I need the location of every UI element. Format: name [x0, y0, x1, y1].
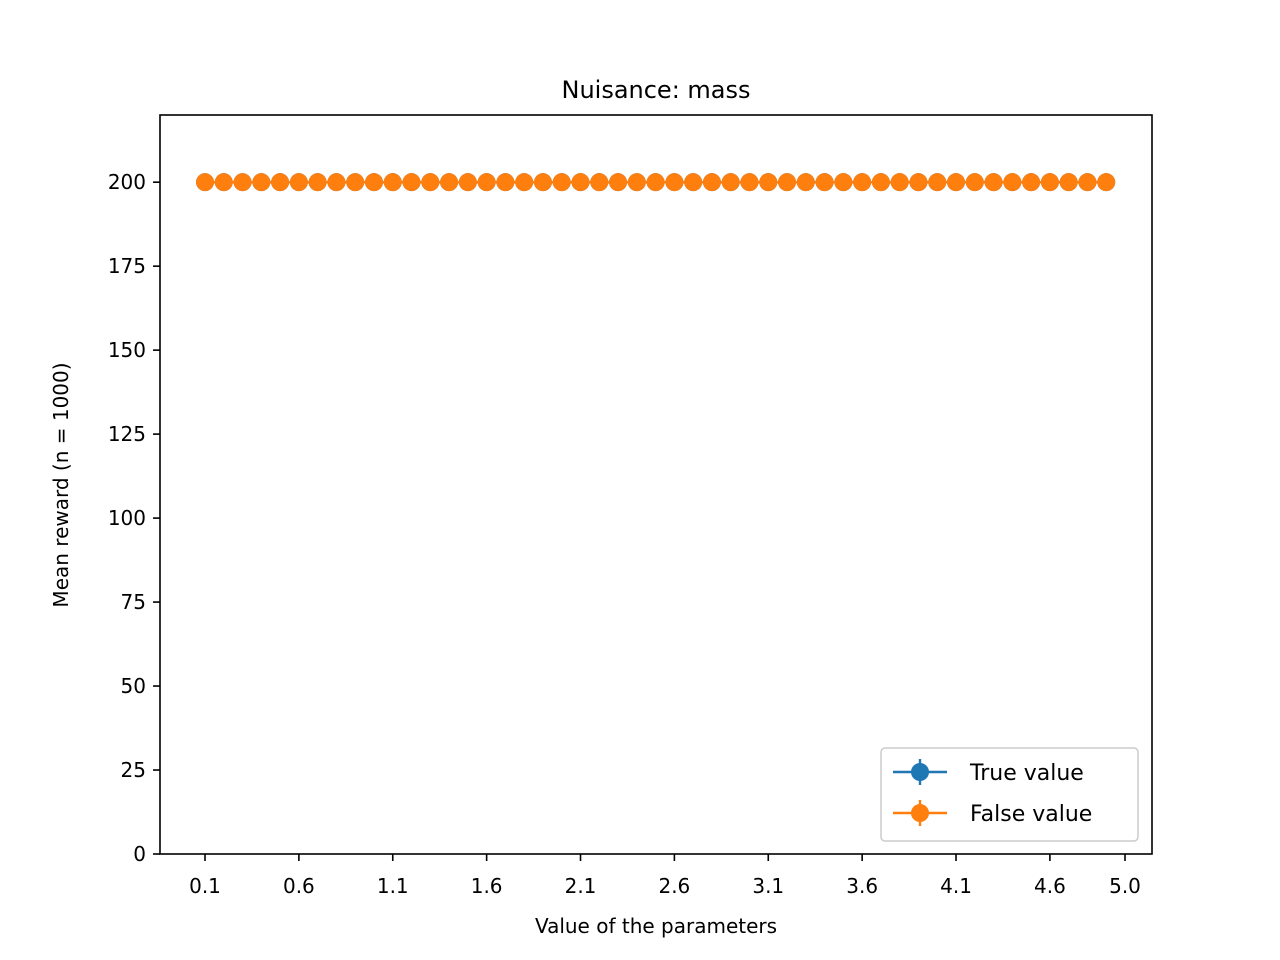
data-point — [759, 173, 778, 192]
data-point — [515, 173, 534, 192]
data-point — [496, 173, 515, 192]
series-false-value — [196, 173, 1116, 192]
y-tick-label: 75 — [121, 590, 146, 614]
data-point — [458, 173, 477, 192]
x-tick-label: 5.0 — [1109, 874, 1141, 898]
x-tick-label: 4.1 — [940, 874, 972, 898]
data-point — [796, 173, 815, 192]
data-point — [533, 173, 552, 192]
data-point — [1022, 173, 1041, 192]
data-point — [871, 173, 890, 192]
data-point — [740, 173, 759, 192]
data-point — [928, 173, 947, 192]
x-tick-label: 3.6 — [846, 874, 878, 898]
data-point — [214, 173, 233, 192]
legend-marker — [911, 804, 929, 822]
data-point — [721, 173, 740, 192]
x-tick-label: 1.1 — [377, 874, 409, 898]
data-point — [890, 173, 909, 192]
data-point — [364, 173, 383, 192]
data-point — [834, 173, 853, 192]
data-point — [1003, 173, 1022, 192]
data-point — [684, 173, 703, 192]
x-tick-label: 0.1 — [189, 874, 221, 898]
legend-item: False value — [893, 800, 1092, 827]
data-point — [1040, 173, 1059, 192]
data-point — [965, 173, 984, 192]
legend-label: False value — [970, 802, 1092, 827]
y-axis-ticks: 0 25 50 75 100 125 150 175 200 — [108, 170, 160, 866]
data-point — [289, 173, 308, 192]
data-point — [815, 173, 834, 192]
data-point — [421, 173, 440, 192]
data-point — [609, 173, 628, 192]
legend-label: True value — [969, 761, 1084, 786]
data-point — [402, 173, 421, 192]
x-axis-label: Value of the parameters — [535, 914, 777, 938]
x-tick-label: 1.6 — [471, 874, 503, 898]
data-point — [196, 173, 214, 192]
data-point — [571, 173, 590, 192]
legend-item: True value — [893, 759, 1084, 786]
x-tick-label: 0.6 — [283, 874, 315, 898]
y-tick-label: 25 — [121, 758, 146, 782]
data-point — [665, 173, 684, 192]
legend-marker — [911, 763, 929, 781]
x-tick-label: 4.6 — [1034, 874, 1066, 898]
chart-title: Nuisance: mass — [561, 76, 750, 104]
data-point — [646, 173, 665, 192]
data-point — [252, 173, 271, 192]
data-point — [702, 173, 721, 192]
y-axis-label: Mean reward (n = 1000) — [49, 362, 73, 607]
data-point — [778, 173, 797, 192]
data-point — [947, 173, 966, 192]
data-point — [1059, 173, 1078, 192]
data-point — [853, 173, 872, 192]
data-point — [346, 173, 365, 192]
axes — [159, 114, 1153, 855]
y-tick-label: 0 — [133, 842, 146, 866]
data-point — [627, 173, 646, 192]
plot-area — [196, 173, 1116, 192]
data-point — [1097, 173, 1116, 192]
y-tick-label: 100 — [108, 506, 146, 530]
data-point — [552, 173, 571, 192]
data-point — [1078, 173, 1097, 192]
data-point — [909, 173, 928, 192]
data-point — [477, 173, 496, 192]
x-axis-ticks: 0.1 0.6 1.1 1.6 2.1 2.6 3.1 3.6 4.1 4.6 5.0 — [189, 854, 1141, 898]
data-point — [271, 173, 290, 192]
x-tick-label: 2.1 — [565, 874, 597, 898]
data-point — [984, 173, 1003, 192]
x-tick-label: 3.1 — [752, 874, 784, 898]
y-tick-label: 150 — [108, 338, 146, 362]
y-tick-label: 125 — [108, 422, 146, 446]
y-tick-label: 175 — [108, 254, 146, 278]
data-point — [327, 173, 346, 192]
y-tick-label: 200 — [108, 170, 146, 194]
y-tick-label: 50 — [121, 674, 146, 698]
data-point — [440, 173, 459, 192]
data-point — [308, 173, 327, 192]
data-point — [233, 173, 252, 192]
data-point — [590, 173, 609, 192]
data-point — [383, 173, 402, 192]
legend: True value False value — [880, 747, 1139, 842]
axes-frame — [159, 114, 1153, 855]
x-tick-label: 2.6 — [658, 874, 690, 898]
